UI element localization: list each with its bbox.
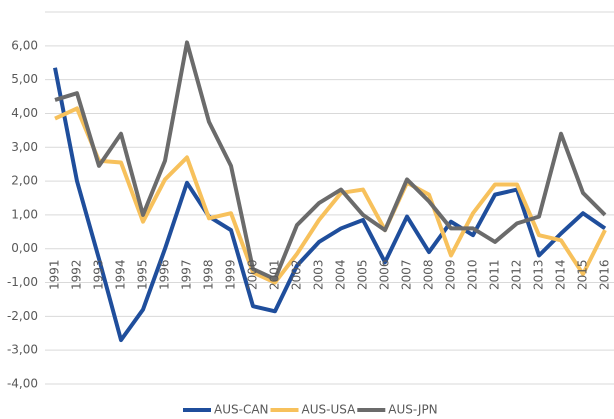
x-tick-label: 2002 — [290, 259, 304, 290]
x-tick-label: 1999 — [224, 259, 238, 290]
y-tick-label: 3,00 — [11, 140, 38, 154]
x-tick-label: 2016 — [598, 259, 612, 290]
y-tick-label: 1,00 — [11, 207, 38, 221]
x-tick-label: 1998 — [202, 259, 216, 290]
y-tick-label: -2,00 — [7, 309, 38, 323]
line-series — [54, 106, 607, 285]
legend-label: AUS-CAN — [214, 403, 269, 417]
x-tick-label: 1994 — [114, 259, 128, 290]
line-series — [54, 40, 607, 282]
y-tick-label: 6,00 — [11, 38, 38, 52]
y-tick-label: -4,00 — [7, 377, 38, 391]
x-tick-label: 2008 — [422, 259, 436, 290]
x-tick-label: 1993 — [92, 259, 106, 290]
x-tick-label: 2001 — [268, 259, 282, 290]
x-tick-label: 2010 — [466, 259, 480, 290]
y-tick-label: -1,00 — [7, 275, 38, 289]
y-tick-label: 5,00 — [11, 72, 38, 86]
x-tick-label: 1992 — [70, 259, 84, 290]
x-tick-label: 2000 — [246, 259, 260, 290]
y-tick-label: 4,00 — [11, 106, 38, 120]
x-tick-label: 1996 — [158, 259, 172, 290]
legend-label: AUS-USA — [302, 403, 357, 417]
x-tick-label: 2007 — [400, 259, 414, 290]
legend-label: AUS-JPN — [388, 403, 437, 417]
legend: AUS-CAN AUS-USA AUS-JPN — [183, 403, 438, 417]
x-tick-label: 2015 — [576, 259, 590, 290]
y-tick-label: 2,00 — [11, 174, 38, 188]
x-tick-label: 2006 — [378, 259, 392, 290]
x-tick-label: 2013 — [532, 259, 546, 290]
x-tick-label: 1997 — [180, 259, 194, 290]
x-tick-label: 1995 — [136, 259, 150, 290]
line-series — [53, 67, 607, 343]
x-tick-label: 2003 — [312, 259, 326, 290]
y-tick-label: 0,00 — [11, 241, 38, 255]
x-tick-label: 1991 — [48, 259, 62, 290]
x-tick-label: 2009 — [444, 259, 458, 290]
x-tick-label: 2011 — [488, 259, 502, 290]
y-tick-label: -3,00 — [7, 343, 38, 357]
x-tick-label: 2004 — [334, 259, 348, 290]
x-tick-label: 2014 — [554, 259, 568, 290]
x-tick-label: 2012 — [510, 259, 524, 290]
x-tick-label: 2005 — [356, 259, 370, 290]
